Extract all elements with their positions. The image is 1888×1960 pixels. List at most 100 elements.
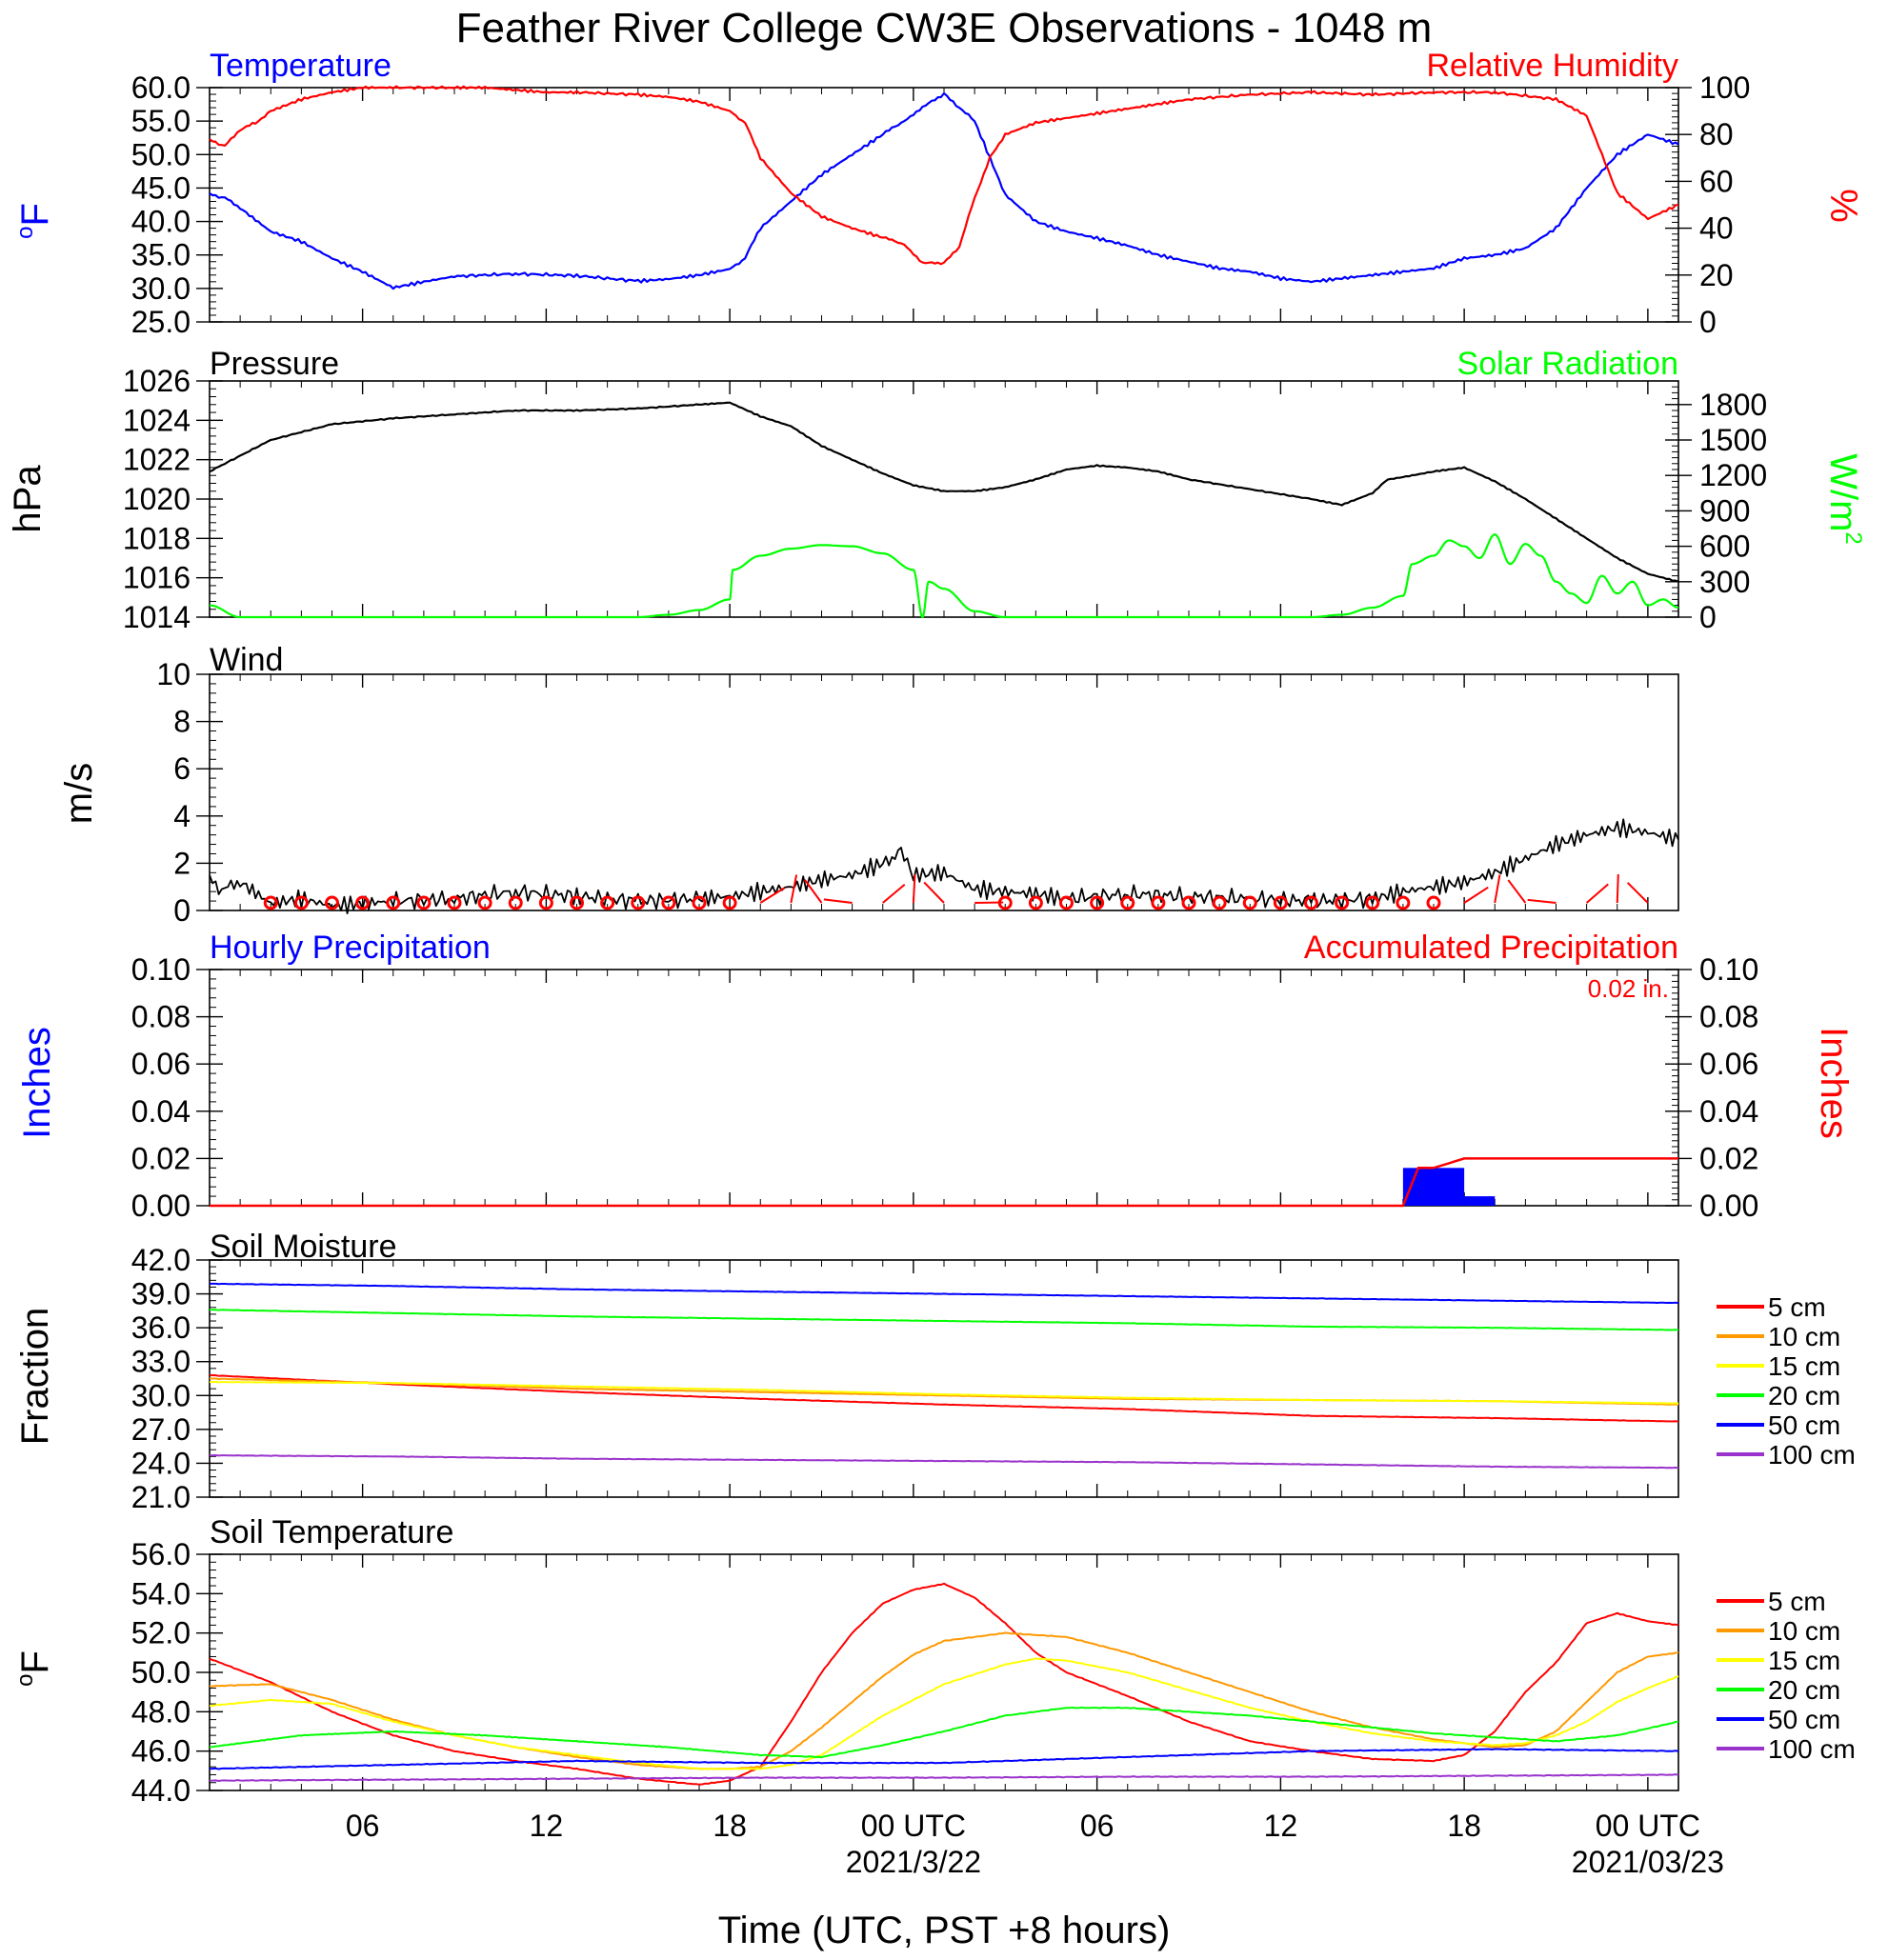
y-tick-label: 30.0	[131, 271, 191, 306]
panel-soil-temperature: Soil Temperature oF 56.0 54.0 52.0 50.0 48.0…	[12, 1514, 1856, 1808]
relative-humidity-title: Relative Humidity	[1426, 48, 1678, 84]
y-tick-label: 21.0	[131, 1480, 191, 1514]
wind-barb-calm	[1396, 895, 1411, 910]
x-axis-title: Time (UTC, PST +8 hours)	[718, 1910, 1171, 1951]
y2-tick-label: 80	[1699, 117, 1734, 151]
y-tick-label: 45.0	[131, 170, 191, 205]
legend-label: 5 cm	[1768, 1292, 1826, 1322]
wind-barb	[1616, 873, 1619, 904]
y2-tick-label: 0.08	[1699, 1000, 1758, 1034]
panel-pressure-solar: Pressure Solar Radiation hPa W/m2 102610…	[7, 346, 1866, 634]
legend-label: 10 cm	[1768, 1616, 1840, 1646]
wind-barb-calm	[416, 895, 432, 910]
y2-tick-label: 0.04	[1699, 1094, 1758, 1129]
y-tick-label: 42.0	[131, 1243, 191, 1277]
x-date-label: 2021/3/22	[846, 1845, 981, 1879]
wind-barb-calm	[1059, 895, 1074, 910]
wind-barb-calm	[1090, 895, 1105, 910]
wind-barb	[1494, 874, 1501, 904]
temperature-title: Temperature	[210, 48, 392, 84]
y-tick-label: 25.0	[131, 305, 191, 339]
wind-barb-calm	[997, 895, 1013, 910]
y2-tick-label: 1200	[1699, 458, 1767, 492]
wind-barb-calm	[600, 895, 615, 910]
y-tick-label: 30.0	[131, 1378, 191, 1412]
y2-tick-label: 1500	[1699, 423, 1767, 457]
unit-degree: o	[12, 1674, 38, 1687]
y2-tick-label: 300	[1699, 565, 1750, 599]
x-tick-label: 12	[1264, 1809, 1298, 1843]
y-tick-label: 0.06	[131, 1047, 191, 1081]
y2-tick-label: 100	[1699, 70, 1750, 105]
y-tick-label: 35.0	[131, 238, 191, 272]
y-tick-label: 0	[173, 893, 191, 928]
y-tick-label: 48.0	[131, 1694, 191, 1729]
svg-text:W/m2: W/m2	[1822, 453, 1866, 545]
solar-radiation-title: Solar Radiation	[1457, 346, 1678, 382]
hourly-precip-title: Hourly Precipitation	[210, 930, 491, 966]
unit-letter: F	[14, 1650, 56, 1673]
y-tick-label: 24.0	[131, 1446, 191, 1480]
wind-barb	[823, 898, 853, 904]
legend-label: 50 cm	[1768, 1705, 1840, 1734]
plot-frame	[209, 673, 1679, 911]
hourly-precip-bar	[1402, 1168, 1434, 1206]
y2-tick-label: 600	[1699, 530, 1750, 564]
x-tick-label: 06	[1080, 1809, 1115, 1843]
x-tick-label: 18	[713, 1809, 747, 1843]
solar-unit-label: W/m2	[1822, 453, 1866, 545]
legend-label: 100 cm	[1768, 1734, 1856, 1764]
unit-letter: F	[14, 203, 56, 226]
y-tick-label: 1018	[123, 521, 191, 555]
y-tick-label: 50.0	[131, 1655, 191, 1690]
y2-tick-label: 1800	[1699, 388, 1767, 422]
wind-barb	[923, 881, 945, 904]
wind-barb-calm	[508, 895, 523, 910]
wind-barb-calm	[1242, 895, 1257, 910]
y-tick-label: 52.0	[131, 1616, 191, 1650]
soil-temp-unit-label: oF	[12, 1650, 56, 1687]
wind-barb	[882, 883, 906, 904]
soil-temperature-plot-area: 56.0 54.0 52.0 50.0 48.0 46.0 44.0	[131, 1537, 1679, 1808]
y-tick-label: 0.00	[131, 1189, 191, 1223]
pressure-unit-label: hPa	[7, 465, 49, 533]
soil-line-15cm	[210, 1657, 1679, 1770]
y2-tick-label: 60	[1699, 164, 1734, 198]
wind-barb	[1626, 882, 1649, 904]
y-tick-label: 46.0	[131, 1734, 191, 1769]
y2-tick-label: 0	[1699, 305, 1717, 339]
wind-barb-calm	[293, 895, 309, 910]
soil-line-100cm	[209, 1773, 1679, 1782]
y-tick-label: 56.0	[131, 1537, 191, 1571]
wind-barb-calm	[570, 895, 584, 910]
soil-line-5cm	[209, 1582, 1679, 1786]
y-tick-label: 44.0	[131, 1773, 191, 1808]
pressure-line	[209, 401, 1679, 583]
wind-barb-calm	[1365, 895, 1380, 910]
wind-barb-calm	[355, 895, 371, 910]
wind-barb-calm	[1273, 895, 1288, 910]
y-tick-label: 1014	[123, 600, 191, 634]
soil-line-5cm	[209, 1373, 1679, 1423]
soil-line-15cm	[209, 1381, 1679, 1405]
wind-barb-calm	[1426, 895, 1441, 910]
panel-precipitation: Hourly Precipitation Accumulated Precipi…	[16, 930, 1855, 1223]
wind-barb-calm	[447, 895, 462, 910]
wind-barb-calm	[1120, 895, 1135, 910]
x-tick-label: 00 UTC	[861, 1809, 966, 1843]
plot-frame	[209, 87, 1679, 323]
y-tick-label: 55.0	[131, 104, 191, 138]
soil-moisture-title: Soil Moisture	[210, 1229, 397, 1265]
precip-plot-area: 0.10 0.08 0.06 0.04 0.02 0.00 0.10 0.08 0.06 0.04…	[131, 952, 1759, 1223]
wind-barb	[1585, 883, 1609, 904]
panel-wind: Wind m/s 10 8 6 4 2 0	[58, 642, 1679, 928]
y2-tick-label: 0.02	[1699, 1141, 1758, 1175]
wind-barb-calm	[263, 895, 278, 910]
y-tick-label: 4	[173, 799, 191, 833]
temperature-line	[209, 91, 1679, 290]
y-tick-label: 33.0	[131, 1345, 191, 1379]
wind-plot-area: 10 8 6 4 2 0	[156, 657, 1679, 928]
wind-barb-calm	[1151, 895, 1166, 910]
